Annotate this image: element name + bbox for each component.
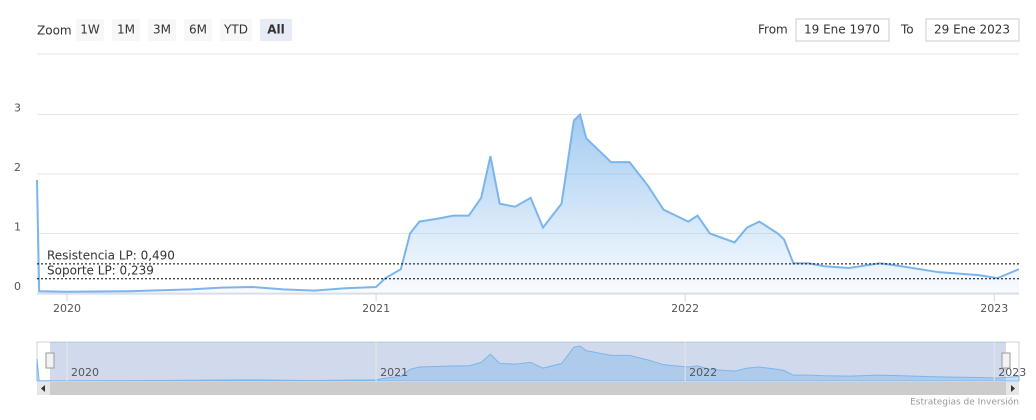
area — [37, 114, 1019, 293]
y-tick-label: 0 — [14, 280, 21, 293]
plot-line-label: Soporte LP: 0,239 — [47, 263, 154, 277]
from-value: 19 Ene 1970 — [804, 23, 880, 37]
navigator-handle[interactable] — [1001, 352, 1011, 369]
zoom-button[interactable] — [260, 19, 292, 41]
plot-line-label: Resistencia LP: 0,490 — [47, 248, 175, 262]
zoom-button-label: 1W — [80, 23, 100, 37]
navigator-mask — [50, 342, 1006, 381]
navigator-bg — [36, 341, 1020, 382]
y-tick-label: 2 — [14, 161, 21, 174]
scrollbar-thumb[interactable] — [50, 382, 1006, 395]
x-tick-label: 2023 — [980, 302, 1008, 315]
navigator-label: 2020 — [71, 366, 99, 379]
x-tick-label: 2021 — [362, 302, 390, 315]
navigator-label: 2022 — [689, 366, 717, 379]
navigator-handle[interactable] — [45, 352, 55, 369]
from-label: From — [758, 23, 788, 37]
zoom-button[interactable] — [112, 19, 140, 41]
zoom-button[interactable] — [148, 19, 176, 41]
zoom-button-label: 3M — [153, 23, 171, 37]
zoom-button[interactable] — [76, 19, 104, 41]
zoom-button-label: All — [267, 23, 285, 37]
to-input[interactable] — [925, 18, 1020, 42]
zoom-button[interactable] — [184, 19, 212, 41]
scrollbar-arrow — [1011, 385, 1015, 392]
zoom-button-label: YTD — [223, 23, 248, 37]
credits: Estrategias de Inversión — [910, 397, 1019, 408]
zoom-button[interactable] — [220, 19, 252, 41]
navigator-label: 2021 — [380, 366, 408, 379]
navigator-label: 2023 — [998, 366, 1026, 379]
zoom-label: Zoom — [37, 24, 72, 38]
scrollbar-arrow — [41, 385, 45, 392]
to-label: To — [900, 23, 914, 37]
line — [36, 112, 1020, 293]
to-value: 29 Ene 2023 — [934, 23, 1010, 37]
zoom-button-label: 6M — [189, 23, 207, 37]
zoom-button-label: 1M — [117, 23, 135, 37]
y-tick-label: 3 — [14, 102, 21, 115]
navigator-area — [36, 345, 1020, 382]
x-tick-label: 2020 — [53, 302, 81, 315]
y-tick-label: 1 — [14, 221, 21, 234]
from-input[interactable] — [795, 18, 890, 42]
x-tick-label: 2022 — [671, 302, 699, 315]
